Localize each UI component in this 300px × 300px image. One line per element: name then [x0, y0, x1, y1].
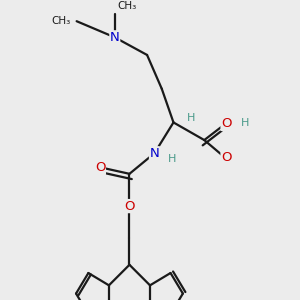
- Text: O: O: [95, 161, 105, 174]
- Text: H: H: [168, 154, 176, 164]
- Text: N: N: [110, 31, 120, 44]
- Text: H: H: [187, 113, 195, 123]
- Text: H: H: [240, 118, 249, 128]
- Text: CH₃: CH₃: [118, 1, 137, 11]
- Text: O: O: [221, 151, 232, 164]
- Text: N: N: [149, 147, 159, 160]
- Text: O: O: [221, 117, 232, 130]
- Text: CH₃: CH₃: [52, 16, 71, 26]
- Text: O: O: [124, 200, 135, 213]
